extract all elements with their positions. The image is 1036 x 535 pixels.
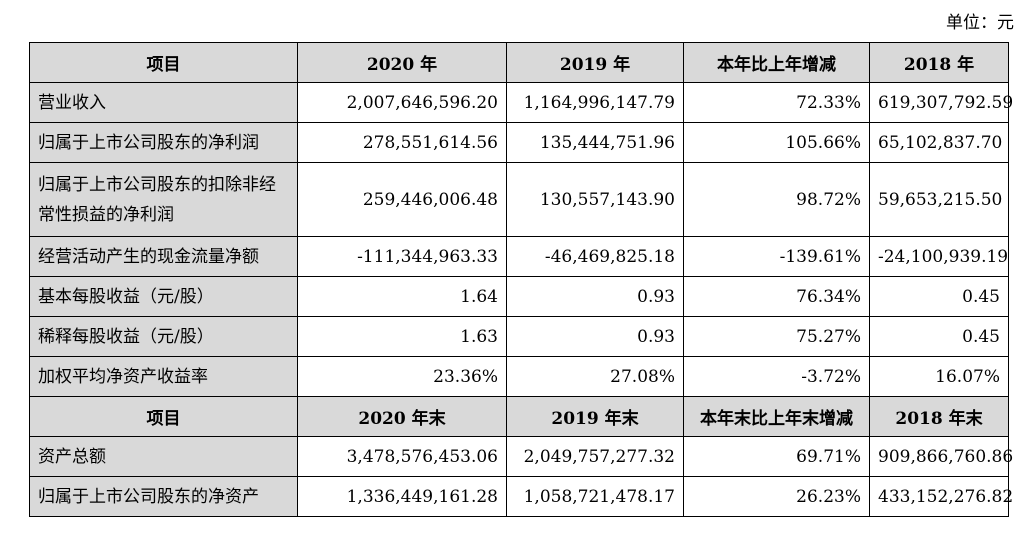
- financial-data-table: 项目 2020 年 2019 年 本年比上年增减 2018 年 营业收入 2,0…: [29, 42, 1013, 517]
- value-2019: 1,164,996,147.79: [506, 82, 684, 123]
- value-2020: 23.36%: [297, 356, 507, 397]
- value-2020: -111,344,963.33: [297, 236, 507, 277]
- value-change: -139.61%: [683, 236, 870, 277]
- value-2020: 259,446,006.48: [297, 162, 507, 237]
- table-header-row-year-end: 项目 2020 年末 2019 年末 本年末比上年末增减 2018 年末: [29, 396, 1009, 437]
- header-2018-end: 2018 年末: [869, 396, 1009, 437]
- value-2020: 1.64: [297, 276, 507, 317]
- value-change: 26.23%: [683, 476, 870, 517]
- value-2019: -46,469,825.18: [506, 236, 684, 277]
- table-row: 稀释每股收益（元/股） 1.63 0.93 75.27% 0.45: [29, 316, 1009, 357]
- value-2019: 2,049,757,277.32: [506, 436, 684, 477]
- row-label: 稀释每股收益（元/股）: [29, 316, 298, 357]
- value-2019: 135,444,751.96: [506, 122, 684, 163]
- table-row: 资产总额 3,478,576,453.06 2,049,757,277.32 6…: [29, 436, 1013, 477]
- value-change: 75.27%: [683, 316, 870, 357]
- row-label: 归属于上市公司股东的净利润: [29, 122, 298, 163]
- value-2020: 2,007,646,596.20: [297, 82, 507, 123]
- row-label: 经营活动产生的现金流量净额: [29, 236, 298, 277]
- value-2020: 1.63: [297, 316, 507, 357]
- value-change: 76.34%: [683, 276, 870, 317]
- row-label: 基本每股收益（元/股）: [29, 276, 298, 317]
- header-item: 项目: [29, 42, 298, 83]
- header-change-end: 本年末比上年末增减: [683, 396, 870, 437]
- table-row: 归属于上市公司股东的净资产 1,336,449,161.28 1,058,721…: [29, 476, 1013, 517]
- header-item: 项目: [29, 396, 298, 437]
- value-2018: 59,653,215.50: [869, 162, 1009, 237]
- table-row: 归属于上市公司股东的净利润 278,551,614.56 135,444,751…: [29, 122, 1009, 163]
- value-2018: 65,102,837.70: [869, 122, 1009, 163]
- header-2018: 2018 年: [869, 42, 1009, 83]
- table-row: 加权平均净资产收益率 23.36% 27.08% -3.72% 16.07%: [29, 356, 1009, 397]
- value-2020: 1,336,449,161.28: [297, 476, 507, 517]
- unit-label: 单位：元: [946, 13, 1014, 33]
- table-row: 营业收入 2,007,646,596.20 1,164,996,147.79 7…: [29, 82, 1013, 123]
- header-2019-end: 2019 年末: [506, 396, 684, 437]
- value-change: 105.66%: [683, 122, 870, 163]
- value-2020: 278,551,614.56: [297, 122, 507, 163]
- header-2019: 2019 年: [506, 42, 684, 83]
- value-change: -3.72%: [683, 356, 870, 397]
- row-label: 归属于上市公司股东的净资产: [29, 476, 298, 517]
- value-2018: 0.45: [869, 276, 1009, 317]
- value-2019: 1,058,721,478.17: [506, 476, 684, 517]
- value-change: 69.71%: [683, 436, 870, 477]
- row-label: 资产总额: [29, 436, 298, 477]
- table-row: 归属于上市公司股东的扣除非经常性损益的净利润 259,446,006.48 13…: [29, 162, 1009, 237]
- value-2018: 909,866,760.86: [869, 436, 1013, 477]
- value-change: 72.33%: [683, 82, 870, 123]
- row-label: 营业收入: [29, 82, 298, 123]
- value-change: 98.72%: [683, 162, 870, 237]
- value-2020: 3,478,576,453.06: [297, 436, 507, 477]
- value-2019: 0.93: [506, 316, 684, 357]
- header-2020: 2020 年: [297, 42, 507, 83]
- value-2018: 16.07%: [869, 356, 1009, 397]
- value-2019: 130,557,143.90: [506, 162, 684, 237]
- value-2018: 433,152,276.82: [869, 476, 1013, 517]
- value-2018: -24,100,939.19: [869, 236, 1009, 277]
- row-label: 加权平均净资产收益率: [29, 356, 298, 397]
- value-2019: 27.08%: [506, 356, 684, 397]
- value-2018: 619,307,792.59: [869, 82, 1013, 123]
- table-row: 经营活动产生的现金流量净额 -111,344,963.33 -46,469,82…: [29, 236, 1009, 277]
- row-label: 归属于上市公司股东的扣除非经常性损益的净利润: [29, 162, 298, 237]
- header-2020-end: 2020 年末: [297, 396, 507, 437]
- value-2019: 0.93: [506, 276, 684, 317]
- table-header-row: 项目 2020 年 2019 年 本年比上年增减 2018 年: [29, 42, 1009, 83]
- value-2018: 0.45: [869, 316, 1009, 357]
- header-change: 本年比上年增减: [683, 42, 870, 83]
- table-row: 基本每股收益（元/股） 1.64 0.93 76.34% 0.45: [29, 276, 1009, 317]
